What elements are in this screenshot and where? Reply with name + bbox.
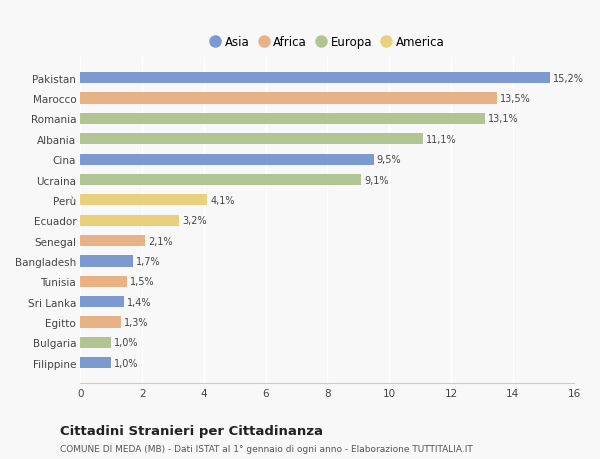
Text: 13,1%: 13,1%	[488, 114, 518, 124]
Bar	[80, 174, 361, 186]
Text: 4,1%: 4,1%	[210, 196, 235, 206]
Text: 1,0%: 1,0%	[115, 358, 139, 368]
Bar	[80, 93, 497, 105]
Bar	[80, 276, 127, 287]
Bar	[80, 154, 374, 165]
Bar	[80, 134, 423, 145]
Text: 11,1%: 11,1%	[426, 134, 457, 145]
Text: 1,5%: 1,5%	[130, 277, 154, 287]
Bar	[80, 358, 111, 369]
Bar	[80, 195, 207, 206]
Text: 1,7%: 1,7%	[136, 257, 161, 266]
Legend: Asia, Africa, Europa, America: Asia, Africa, Europa, America	[206, 32, 449, 54]
Bar	[80, 317, 121, 328]
Bar	[80, 297, 124, 308]
Text: COMUNE DI MEDA (MB) - Dati ISTAT al 1° gennaio di ogni anno - Elaborazione TUTTI: COMUNE DI MEDA (MB) - Dati ISTAT al 1° g…	[60, 444, 473, 453]
Bar	[80, 256, 133, 267]
Text: 1,3%: 1,3%	[124, 317, 148, 327]
Text: 13,5%: 13,5%	[500, 94, 531, 104]
Bar	[80, 235, 145, 246]
Text: 3,2%: 3,2%	[182, 216, 207, 226]
Text: 1,4%: 1,4%	[127, 297, 151, 307]
Bar	[80, 73, 550, 84]
Text: 9,1%: 9,1%	[364, 175, 389, 185]
Text: Cittadini Stranieri per Cittadinanza: Cittadini Stranieri per Cittadinanza	[60, 424, 323, 437]
Text: 9,5%: 9,5%	[377, 155, 401, 165]
Bar	[80, 337, 111, 348]
Bar	[80, 113, 485, 125]
Text: 1,0%: 1,0%	[115, 338, 139, 347]
Text: 2,1%: 2,1%	[148, 236, 173, 246]
Bar	[80, 215, 179, 226]
Text: 15,2%: 15,2%	[553, 73, 584, 84]
